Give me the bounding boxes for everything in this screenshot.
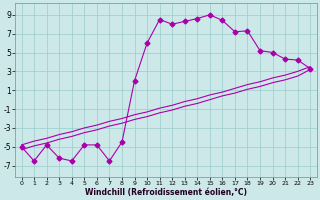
X-axis label: Windchill (Refroidissement éolien,°C): Windchill (Refroidissement éolien,°C): [85, 188, 247, 197]
